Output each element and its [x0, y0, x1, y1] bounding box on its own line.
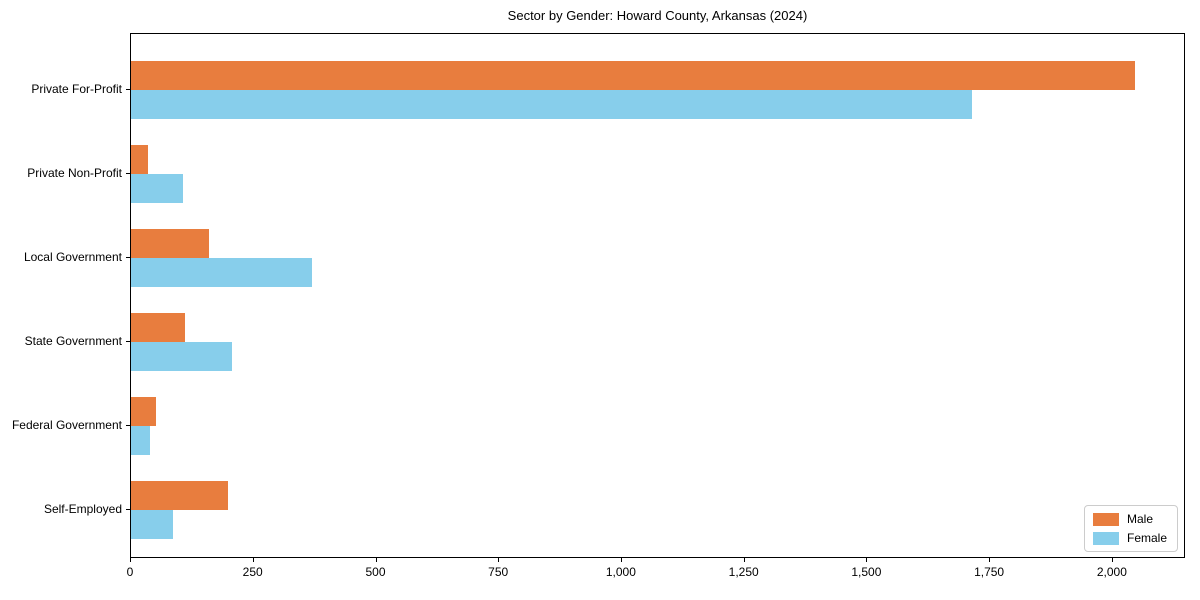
xtick-mark	[743, 558, 745, 562]
bar-male-private-for-profit	[131, 61, 1136, 90]
xtick-label-2-000: 2,000	[1096, 565, 1127, 579]
legend: Male Female	[1083, 505, 1178, 552]
male-color-swatch	[1092, 512, 1119, 526]
bar-male-private-non-profit	[131, 145, 148, 174]
xtick-label-1-000: 1,000	[605, 565, 636, 579]
ytick-mark	[126, 257, 130, 258]
ytick-label-federal-government: Federal Government	[11, 418, 122, 432]
xtick-mark	[130, 558, 131, 562]
xtick-mark	[620, 558, 622, 562]
bar-female-state-government	[131, 342, 232, 371]
xtick-mark	[498, 558, 500, 562]
bar-male-self-employed	[131, 481, 229, 510]
xtick-label-750: 750	[488, 565, 509, 579]
female-color-swatch	[1092, 531, 1119, 545]
xtick-label-250: 250	[242, 565, 263, 579]
bar-female-private-for-profit	[131, 90, 973, 119]
xtick-label-500: 500	[365, 565, 386, 579]
xtick-label-1-750: 1,750	[974, 565, 1005, 579]
xtick-label-0: 0	[126, 565, 134, 579]
bar-female-self-employed	[131, 510, 173, 539]
xtick-mark	[989, 558, 991, 562]
xtick-label-1-500: 1,500	[851, 565, 882, 579]
legend-item-female: Female	[1092, 531, 1167, 545]
bar-female-private-non-profit	[131, 174, 183, 203]
ytick-mark	[126, 425, 130, 426]
ytick-mark	[126, 89, 130, 90]
legend-item-male: Male	[1092, 512, 1167, 526]
ytick-mark	[126, 509, 130, 510]
xtick-mark	[1111, 558, 1113, 562]
bar-male-federal-government	[131, 397, 156, 426]
ytick-label-private-non-profit: Private Non-Profit	[27, 166, 122, 180]
ytick-label-state-government: State Government	[24, 334, 122, 348]
ytick-label-self-employed: Self-Employed	[43, 502, 122, 516]
bar-male-state-government	[131, 313, 185, 342]
xtick-mark	[375, 558, 377, 562]
bar-female-local-government	[131, 258, 312, 287]
ytick-label-local-government: Local Government	[23, 250, 122, 264]
legend-label-female: Female	[1126, 531, 1167, 545]
ytick-label-private-for-profit: Private For-Profit	[31, 82, 122, 96]
bar-male-local-government	[131, 229, 209, 258]
legend-label-male: Male	[1126, 512, 1153, 526]
ytick-mark	[126, 173, 130, 174]
xtick-mark	[252, 558, 254, 562]
ytick-mark	[126, 341, 130, 342]
xtick-mark	[866, 558, 868, 562]
plot-area: Male Female	[130, 33, 1185, 558]
bar-female-federal-government	[131, 426, 151, 455]
xtick-label-1-250: 1,250	[728, 565, 759, 579]
chart-title: Sector by Gender: Howard County, Arkansa…	[507, 8, 808, 23]
bars-layer	[131, 34, 1184, 557]
